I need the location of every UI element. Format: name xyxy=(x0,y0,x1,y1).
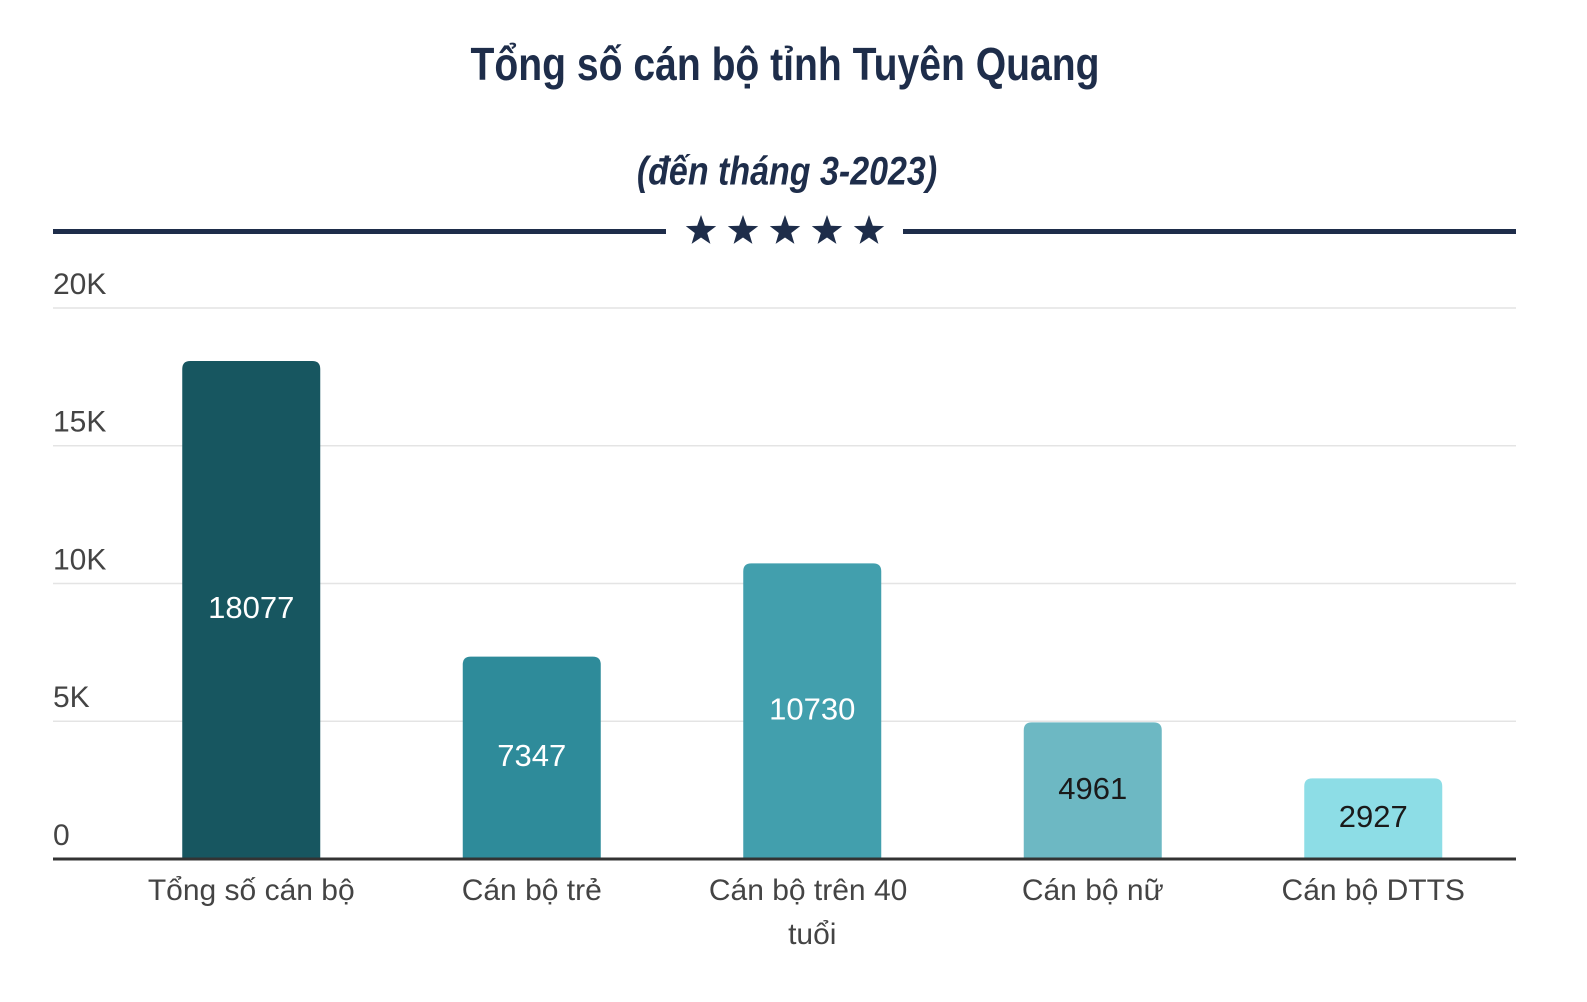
y-tick-label: 5K xyxy=(53,681,90,714)
divider xyxy=(53,215,1516,244)
bar xyxy=(743,563,882,859)
x-tick-label: Cán bộ trẻ xyxy=(462,874,602,907)
x-tick-label: Tổng số cán bộ xyxy=(148,874,355,907)
star xyxy=(727,215,759,244)
x-tick-label: Cán bộ DTTS xyxy=(1282,874,1465,907)
bar xyxy=(182,360,321,859)
value-label: 7347 xyxy=(497,738,566,773)
value-label: 18077 xyxy=(208,590,294,625)
y-tick-label: 15K xyxy=(53,406,106,439)
star xyxy=(853,215,885,244)
star xyxy=(685,215,717,244)
divider-line xyxy=(53,229,666,234)
x-tick-label: Cán bộ nữ xyxy=(1022,874,1164,907)
value-label: 10730 xyxy=(769,691,855,726)
star xyxy=(811,215,843,244)
y-tick-label: 10K xyxy=(53,543,106,576)
chart-title: Tổng số cán bộ tỉnh Tuyên Quang xyxy=(471,39,1100,91)
y-tick-label: 20K xyxy=(53,268,106,301)
chart-subtitle: (đến tháng 3-2023) xyxy=(637,148,937,193)
bar xyxy=(1304,778,1443,859)
y-tick-label: 0 xyxy=(53,819,70,852)
star xyxy=(769,215,801,244)
bar xyxy=(462,656,601,859)
x-tick-label: Cán bộ trên 40 tuổi xyxy=(709,874,916,951)
divider-line xyxy=(903,229,1516,234)
bar xyxy=(1023,722,1162,859)
stars xyxy=(685,215,885,244)
value-label: 2927 xyxy=(1339,799,1408,834)
value-label: 4961 xyxy=(1058,771,1127,806)
